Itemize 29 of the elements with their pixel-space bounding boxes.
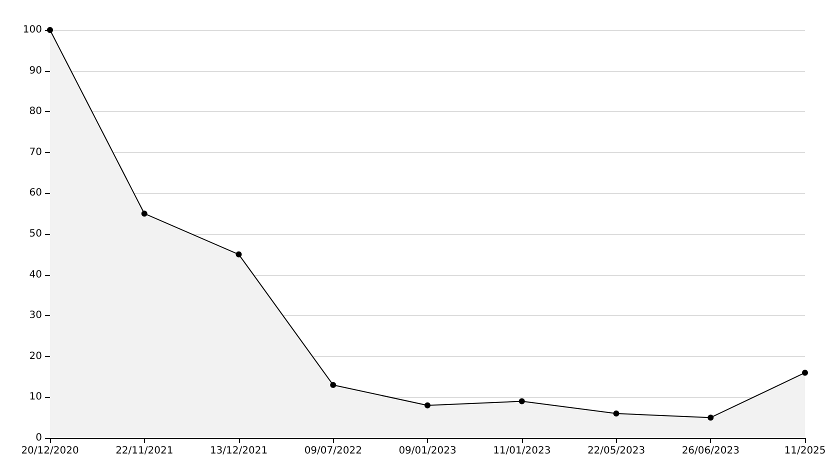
point [708, 414, 714, 421]
point [613, 410, 620, 417]
x-tick-label: 20/12/2020 [21, 446, 79, 456]
point [424, 402, 430, 408]
point [518, 398, 525, 404]
x-tick-label: 26/06/2023 [682, 446, 740, 456]
point [141, 210, 148, 217]
y-tick-label: 70 [29, 146, 42, 158]
x-tick-label: 22/11/2021 [116, 446, 174, 456]
point [47, 27, 53, 33]
x-tick-label: 09/07/2022 [304, 446, 362, 456]
x-tick-label: 11/2025 [784, 446, 826, 456]
x-tick-label: 11/01/2023 [493, 446, 551, 456]
y-tick-label: 20 [29, 350, 42, 362]
y-tick-label: 90 [29, 65, 42, 76]
y-tick-label: 0 [36, 432, 42, 444]
x-tick-label: 13/12/2021 [210, 446, 268, 456]
y-tick-label: 80 [29, 106, 42, 118]
point [330, 382, 336, 388]
point [236, 251, 242, 258]
y-tick-label: 40 [29, 269, 42, 280]
y-tick-label: 50 [29, 228, 42, 240]
y-tick-label: 30 [29, 310, 42, 322]
x-tick-label: 22/05/2023 [587, 446, 646, 456]
x-tick-label: 09/01/2023 [398, 446, 456, 456]
y-tick-label: 100 [22, 24, 42, 36]
y-tick-label: 60 [29, 188, 42, 199]
y-tick-label: 10 [29, 392, 42, 403]
point [802, 370, 808, 376]
